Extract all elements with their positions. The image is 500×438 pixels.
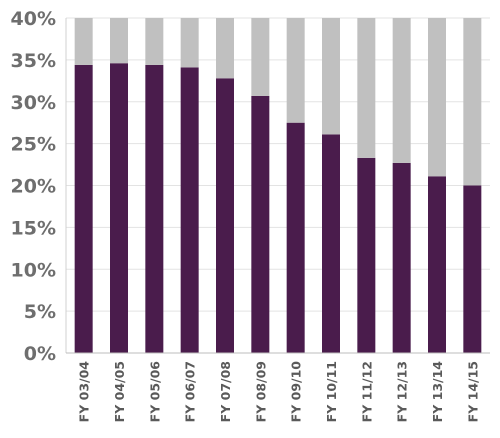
bar-segment-secondary xyxy=(322,18,340,135)
grid-layer xyxy=(66,17,490,354)
bar-segment-primary xyxy=(180,67,199,353)
axis-layer xyxy=(65,18,490,354)
bar-segment-secondary xyxy=(428,18,446,177)
bar-segment-primary xyxy=(428,176,446,353)
bar-segment-secondary xyxy=(251,18,270,96)
y-tick-label: 25% xyxy=(11,134,56,156)
bar-segment-secondary xyxy=(463,18,482,186)
y-tick-label: 20% xyxy=(11,176,56,198)
x-tick-label: FY 07/08 xyxy=(218,361,233,422)
bar-segment-secondary xyxy=(392,18,411,163)
bars-layer xyxy=(74,18,482,354)
x-axis-tick-labels: FY 03/04 FY 04/05 FY 05/06 FY 06/07 FY 07/08… xyxy=(77,361,481,423)
x-tick-label: FY 14/15 xyxy=(465,361,480,422)
y-tick-label: 35% xyxy=(11,50,56,72)
bar-segment-primary xyxy=(145,64,164,354)
x-tick-label: FY 13/14 xyxy=(430,361,445,423)
bar-segment-secondary xyxy=(216,18,234,79)
x-tick-label: FY 10/11 xyxy=(324,361,339,422)
x-tick-label: FY 04/05 xyxy=(112,361,127,422)
bar-segment-primary xyxy=(74,64,93,354)
y-tick-label: 5% xyxy=(24,301,56,323)
x-tick-label: FY 03/04 xyxy=(77,361,92,423)
y-tick-label: 15% xyxy=(11,217,56,239)
bar-segment-secondary xyxy=(74,18,93,65)
bar-segment-primary xyxy=(110,63,128,353)
bar-segment-primary xyxy=(216,78,234,354)
y-tick-label: 10% xyxy=(11,259,56,281)
bar-segment-primary xyxy=(357,157,376,353)
x-tick-label: FY 12/13 xyxy=(395,361,410,422)
bar-segment-primary xyxy=(392,162,411,353)
bar-segment-primary xyxy=(463,185,482,353)
bar-segment-primary xyxy=(251,95,270,353)
bar-segment-secondary xyxy=(110,18,128,64)
x-tick-label: FY 09/10 xyxy=(289,361,304,423)
x-tick-label: FY 05/06 xyxy=(147,361,162,423)
bar-segment-primary xyxy=(286,122,305,353)
x-tick-label: FY 11/12 xyxy=(359,361,374,422)
x-tick-label: FY 08/09 xyxy=(253,361,268,422)
y-tick-label: 30% xyxy=(11,92,56,114)
y-tick-label: 40% xyxy=(11,8,56,30)
bar-segment-secondary xyxy=(145,18,164,65)
bar-segment-secondary xyxy=(357,18,376,158)
bar-segment-secondary xyxy=(180,18,199,68)
x-tick-label: FY 06/07 xyxy=(183,361,198,422)
bar-segment-secondary xyxy=(286,18,305,123)
bar-segment-primary xyxy=(322,134,340,353)
y-tick-label: 0% xyxy=(24,343,56,365)
y-axis-tick-labels: 0% 5% 10% 15% 20% 25% 30% 35% 40% xyxy=(11,8,56,365)
